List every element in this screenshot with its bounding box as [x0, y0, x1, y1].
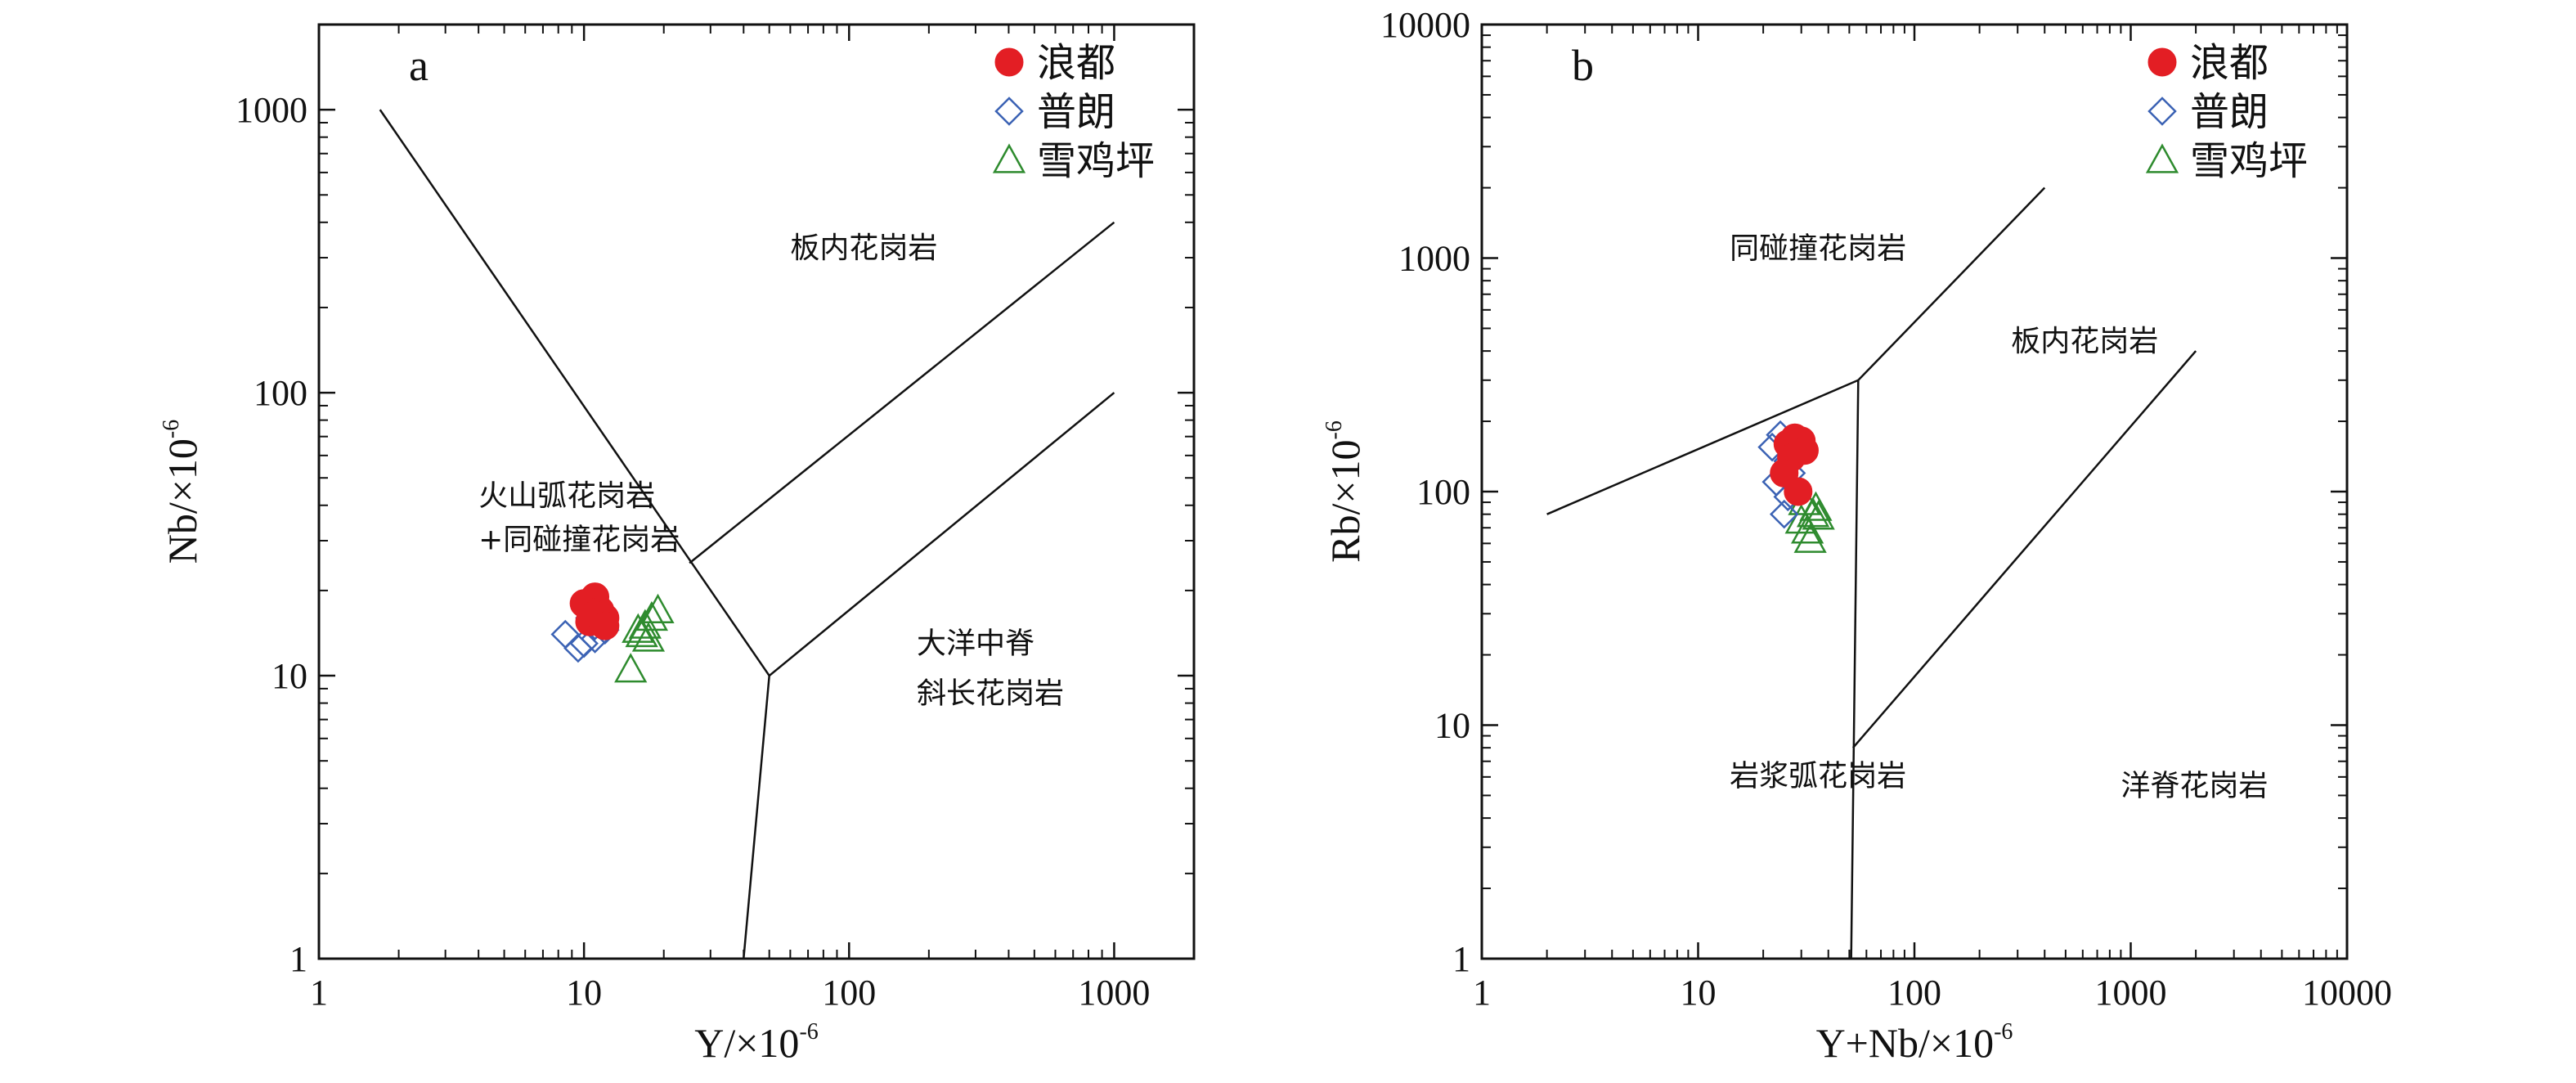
- p1-y-axis-title: Rb/×10-6: [1322, 420, 1368, 563]
- p1-y-tick-label: 1: [1452, 939, 1470, 979]
- p0-x-axis-title: Y/×10-6: [694, 1019, 819, 1066]
- p0-data-point-triangle: [631, 622, 666, 652]
- p1-boundary-line: [1851, 350, 2197, 748]
- p1-y-axis-title-sup: -6: [1322, 420, 1347, 439]
- p0-data-point-diamond: [550, 619, 581, 649]
- p0-y-tick-label: 1000: [236, 90, 307, 130]
- p1-data-point-filled-circle: [1789, 436, 1819, 465]
- panel-a-chart: 1 10 100 10001101001000Y/×10-6Nb/×10-6a板内花岗…: [159, 23, 1196, 1066]
- p0-x-axis-title-main: Y/×10: [694, 1020, 799, 1066]
- p1-y-tick-label: 10000: [1380, 5, 1470, 45]
- p1-legend-label: 雪鸡坪: [2190, 138, 2308, 184]
- p1-region-label: 板内花岗岩: [2011, 325, 2158, 358]
- p1-y-tick-label: 100: [1416, 472, 1470, 512]
- p1-boundary-line: [1857, 186, 2046, 381]
- p0-legend-symbol: [994, 47, 1024, 77]
- p1-x-axis-title: Y+Nb/×10-6: [1816, 1019, 2013, 1066]
- p0-legend-symbol: [992, 143, 1026, 173]
- p1-x-tick-label: 10: [1681, 973, 1717, 1013]
- p0-x-axis-title-sup: -6: [799, 1019, 818, 1045]
- p1-region-label: 同碰撞花岗岩: [1730, 232, 1906, 266]
- p0-region-label: 火山弧花岗岩: [478, 479, 655, 513]
- p1-x-tick-label: 1: [1473, 973, 1491, 1013]
- p0-legend-label: 浪都: [1037, 40, 1115, 86]
- p1-data-point-triangle: [1793, 523, 1827, 553]
- p1-legend-symbol: [2147, 47, 2177, 77]
- p1-legend-symbol: [2147, 97, 2177, 126]
- p0-data-point-diamond: [563, 633, 593, 663]
- p0-data-point-triangle: [614, 653, 648, 683]
- p0-plot-frame: [317, 23, 1196, 960]
- p0-data-point-filled-circle: [590, 611, 620, 640]
- p0-boundary-line: [689, 221, 1115, 564]
- p1-x-axis-title-sup: -6: [1994, 1019, 2013, 1045]
- p1-boundary-line: [1546, 379, 1859, 515]
- p0-region-label: 斜长花岗岩: [917, 677, 1064, 711]
- p0-boundary-line: [743, 675, 770, 959]
- p1-y-tick-label: 1000: [1398, 239, 1470, 279]
- p1-legend-label: 普朗: [2190, 89, 2269, 135]
- p0-x-tick-label: 100: [822, 973, 876, 1013]
- p0-y-axis-title-main: Nb/×10: [159, 438, 205, 564]
- p0-data-point-triangle: [625, 617, 658, 648]
- p1-x-tick-label: 100: [1887, 973, 1941, 1013]
- p1-data-point-diamond: [1769, 499, 1799, 529]
- p0-x-tick-label: 1000: [1078, 973, 1150, 1013]
- p0-y-axis-title: Nb/×10-6: [159, 420, 205, 564]
- p1-x-axis-title-main: Y+Nb/×10: [1816, 1020, 1995, 1066]
- p0-y-axis-title-sup: -6: [159, 420, 184, 438]
- p0-x-tick-label: 1: [310, 973, 328, 1013]
- p0-data-point-triangle: [641, 593, 675, 623]
- p1-boundary-line: [1850, 380, 1860, 959]
- p0-legend-label: 雪鸡坪: [1037, 138, 1155, 184]
- p0-boundary-line: [379, 109, 770, 676]
- p1-data-point-triangle: [1799, 491, 1833, 521]
- panel-b-chart: 1 10 100 1000 10000110100100010000Y+Nb/×10-6…: [1322, 5, 2392, 1066]
- p0-data-point-diamond: [569, 628, 599, 658]
- p0-y-tick-label: 1: [289, 939, 307, 979]
- p1-legend-symbol: [2145, 143, 2179, 173]
- p1-x-tick-label: 10000: [2302, 973, 2392, 1013]
- p0-legend-symbol: [994, 97, 1024, 126]
- p1-y-axis-title-main: Rb/×10: [1322, 439, 1368, 562]
- p0-region-label: 大洋中脊: [917, 627, 1034, 661]
- p0-legend-label: 普朗: [1037, 89, 1115, 135]
- p1-x-tick-label: 1000: [2095, 973, 2167, 1013]
- p1-region-label: 洋脊花岗岩: [2120, 769, 2268, 802]
- p1-data-point-filled-circle: [1784, 477, 1813, 506]
- p0-boundary-line: [768, 392, 1115, 677]
- p0-x-tick-label: 10: [566, 973, 602, 1013]
- p0-y-tick-label: 100: [254, 373, 307, 413]
- p1-panel-letter: b: [1572, 41, 1594, 90]
- p0-data-point-triangle: [628, 609, 662, 639]
- p1-legend-label: 浪都: [2190, 40, 2269, 86]
- p0-region-label: +同碰撞花岗岩: [478, 523, 680, 556]
- p1-y-tick-label: 10: [1434, 706, 1470, 746]
- p0-y-tick-label: 10: [272, 656, 307, 696]
- p1-data-point-triangle: [1802, 500, 1835, 530]
- p0-region-label: 板内花岗岩: [790, 231, 937, 265]
- p1-region-label: 岩浆弧花岗岩: [1730, 760, 1906, 793]
- p0-panel-letter: a: [409, 41, 429, 90]
